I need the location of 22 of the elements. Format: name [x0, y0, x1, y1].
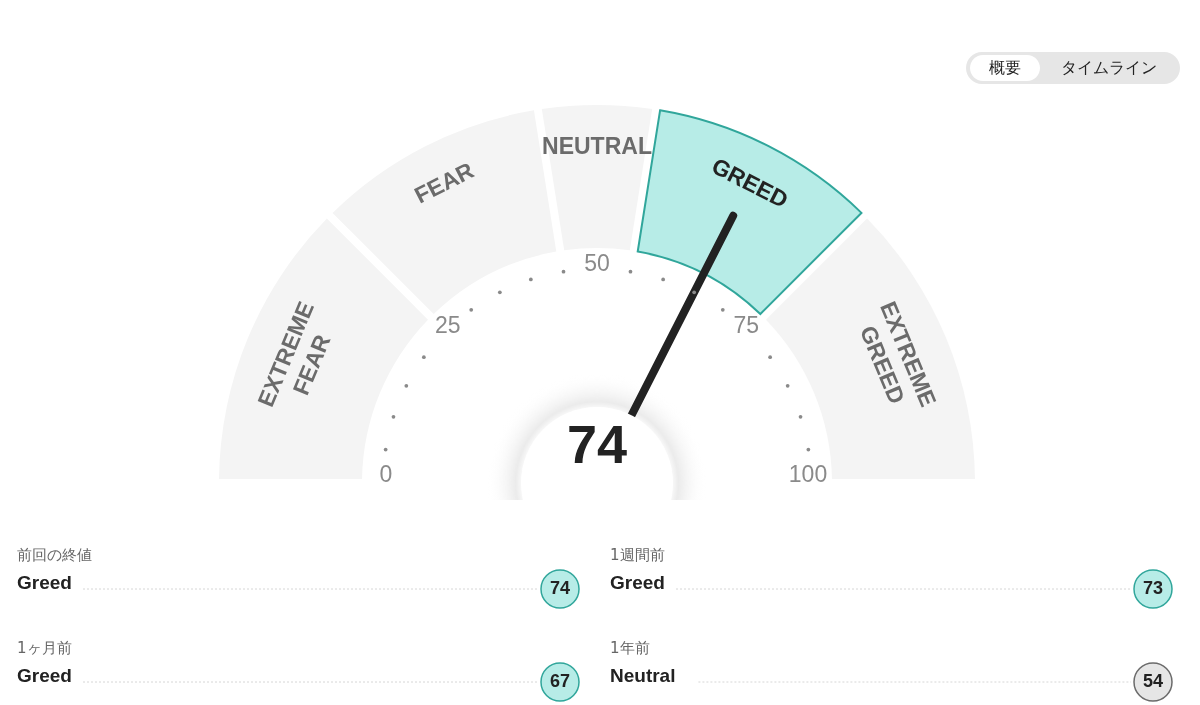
text: 1ヶ月前: [17, 639, 72, 657]
data-label: 67: [549, 671, 571, 691]
slice-label: FEAR: [410, 156, 479, 209]
text: 75: [733, 311, 759, 338]
text: 50: [584, 250, 610, 276]
slice-label: NEUTRAL: [542, 133, 652, 159]
text: 0: [379, 461, 393, 487]
data-label: 73: [1142, 578, 1164, 598]
data-label: 74: [549, 578, 571, 598]
category-label: Greed: [17, 665, 72, 686]
text: 25: [435, 311, 461, 338]
category-label: Neutral: [610, 665, 676, 686]
text: 1週間前: [610, 546, 665, 564]
text: 1年前: [610, 639, 650, 657]
data-label: 54: [1142, 671, 1164, 691]
category-label: Greed: [17, 572, 72, 593]
text: 74: [566, 414, 628, 474]
text: 概要: [989, 58, 1021, 77]
text: 100: [788, 461, 828, 487]
text: 前回の終値: [17, 546, 92, 564]
category-label: Greed: [610, 572, 665, 593]
text: タイムライン: [1061, 58, 1157, 77]
